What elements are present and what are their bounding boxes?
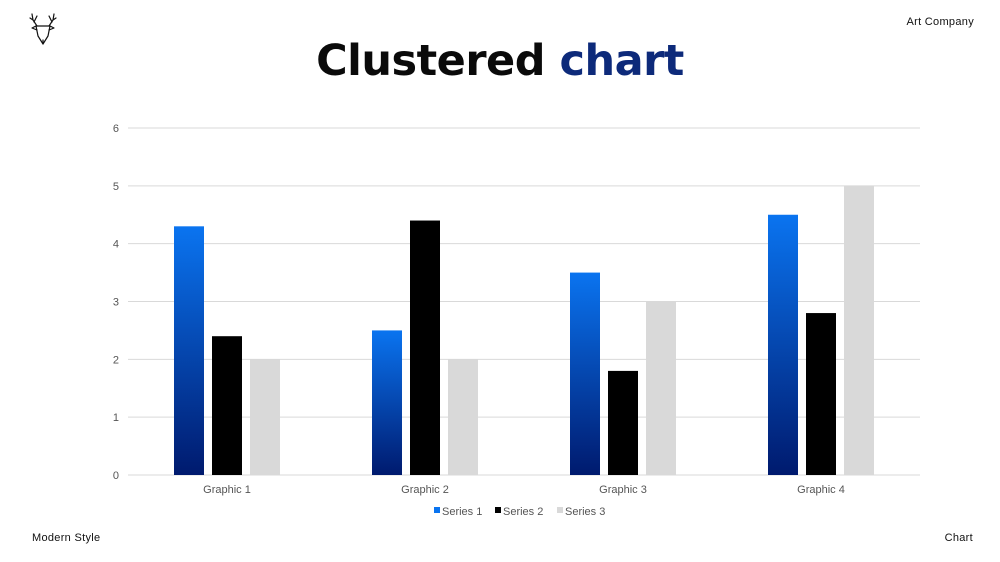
y-tick-label: 0 <box>113 470 119 482</box>
x-category-label: Graphic 1 <box>203 484 251 496</box>
footer-style-label: Modern Style <box>32 532 101 544</box>
y-tick-label: 5 <box>113 181 119 193</box>
legend-swatch-series-2 <box>495 507 501 513</box>
legend-label-series-2: Series 2 <box>503 506 543 518</box>
bar-series-3 <box>844 185 874 476</box>
y-tick-label: 1 <box>113 412 119 424</box>
bar-series-1 <box>372 330 402 475</box>
y-tick-label: 3 <box>113 297 119 309</box>
y-tick-label: 6 <box>113 123 119 135</box>
title-accent: chart <box>559 36 684 86</box>
bar-series-2 <box>410 220 440 475</box>
x-category-label: Graphic 3 <box>599 484 647 496</box>
bar-series-3 <box>448 359 478 475</box>
bar-series-1 <box>570 272 600 475</box>
company-name: Art Company <box>906 16 974 28</box>
bar-series-1 <box>174 226 204 475</box>
x-category-label: Graphic 4 <box>797 484 845 496</box>
page-title: Clustered chart <box>0 36 1000 86</box>
deer-head-icon <box>29 13 57 45</box>
legend-swatch-series-1 <box>434 507 440 513</box>
legend-swatch-series-3 <box>557 507 563 513</box>
legend-label-series-3: Series 3 <box>565 506 605 518</box>
title-main: Clustered <box>316 36 545 86</box>
bar-series-1 <box>768 214 798 475</box>
y-tick-label: 2 <box>113 354 119 366</box>
bar-series-3 <box>250 359 280 475</box>
footer-section-label: Chart <box>944 532 973 544</box>
bar-series-2 <box>212 336 242 475</box>
x-category-label: Graphic 2 <box>401 484 449 496</box>
y-tick-label: 4 <box>113 239 119 251</box>
legend-label-series-1: Series 1 <box>442 506 482 518</box>
bar-series-3 <box>646 301 676 475</box>
bar-series-2 <box>806 313 836 475</box>
bar-series-2 <box>608 370 638 475</box>
